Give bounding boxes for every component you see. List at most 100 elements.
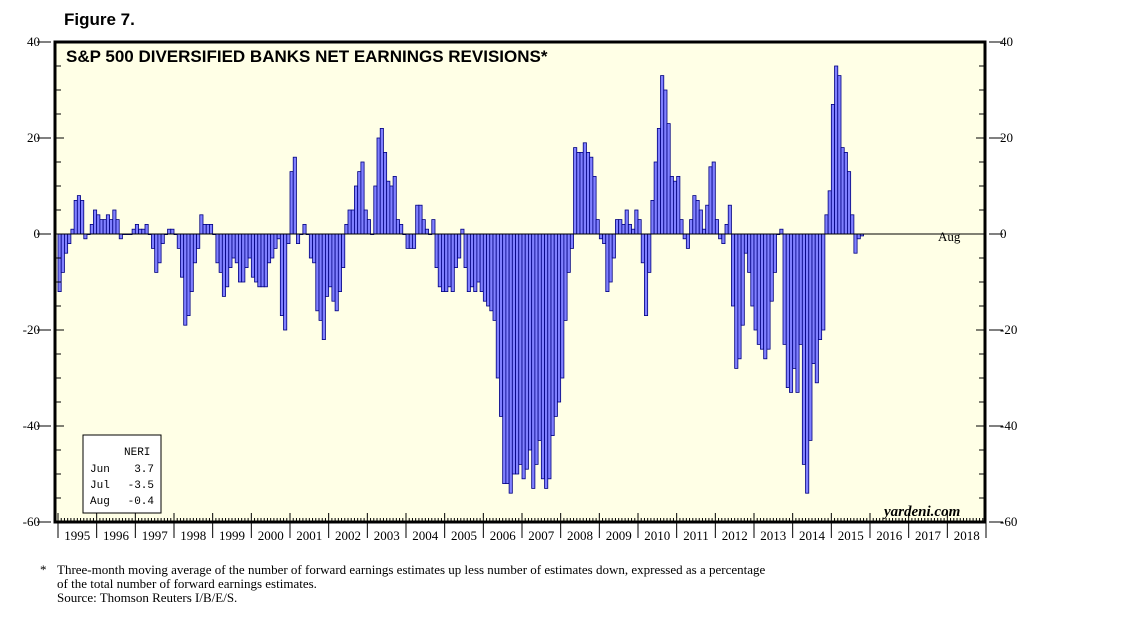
bar (772, 233, 777, 273)
bar (550, 233, 555, 437)
bar (779, 228, 784, 235)
bar (231, 233, 236, 259)
footnote-line-1: Three-month moving average of the number… (57, 562, 766, 577)
bar (492, 233, 497, 321)
bar (151, 233, 156, 249)
bar (421, 219, 426, 235)
bar (834, 65, 839, 235)
bar (60, 233, 65, 273)
bar (482, 233, 487, 302)
x-tick-label: 2002 (335, 528, 361, 543)
bar (856, 233, 861, 240)
bar (263, 233, 268, 288)
bar (283, 233, 288, 331)
bar (453, 233, 458, 268)
bar (434, 233, 439, 268)
bar (325, 233, 330, 297)
bar (760, 233, 765, 350)
bar (618, 219, 623, 235)
bar (624, 209, 629, 235)
bar (315, 233, 320, 312)
footnote-line-3: Source: Thomson Reuters I/B/E/S. (57, 590, 238, 605)
bar (698, 209, 703, 235)
bar (450, 233, 455, 292)
x-tick-label: 2006 (490, 528, 517, 543)
bar (160, 233, 165, 245)
bar (415, 204, 420, 235)
bar (279, 233, 284, 316)
bar (634, 209, 639, 235)
bar (515, 233, 520, 475)
bar (392, 175, 397, 235)
bar (183, 233, 188, 326)
bar (170, 228, 175, 235)
bar (837, 75, 842, 235)
bar (598, 233, 603, 240)
bar (215, 233, 220, 264)
bar (247, 233, 252, 259)
bar (408, 233, 413, 249)
bar (457, 233, 462, 259)
footnote-star: * (40, 562, 47, 577)
bar (93, 209, 98, 235)
bar (180, 233, 185, 278)
bar (763, 233, 768, 360)
bar (418, 204, 423, 235)
bar (734, 233, 739, 369)
bar (241, 233, 246, 283)
bar (818, 233, 823, 340)
bar (344, 223, 349, 235)
x-tick-label: 2001 (296, 528, 322, 543)
bars-group (57, 65, 864, 494)
y-tick-label-left: -40 (23, 418, 40, 433)
bar (341, 233, 346, 268)
bar (811, 233, 816, 365)
bar (308, 233, 313, 259)
x-tick-label: 2005 (451, 528, 477, 543)
y-tick-label-left: -60 (23, 514, 40, 529)
bar (473, 233, 478, 292)
bar (789, 233, 794, 393)
bar (221, 233, 226, 297)
x-tick-label: 2014 (799, 528, 826, 543)
legend-value-aug: -0.4 (128, 496, 155, 508)
x-tick-label: 2012 (722, 528, 748, 543)
bar (447, 233, 452, 288)
bar (592, 175, 597, 235)
bar (386, 180, 391, 235)
bar (695, 199, 700, 235)
bar (112, 209, 117, 235)
bar (64, 233, 69, 254)
bar (70, 228, 75, 235)
bar (511, 233, 516, 475)
bar (640, 233, 645, 264)
bar (808, 233, 813, 441)
bar (144, 223, 149, 235)
bar (850, 214, 855, 235)
footnote: * Three-month moving average of the numb… (40, 563, 940, 605)
bar (67, 233, 72, 245)
bar (557, 233, 562, 403)
legend-month-jul: Jul (90, 480, 110, 492)
bar (209, 223, 214, 235)
bar (115, 219, 120, 235)
bar (192, 233, 197, 264)
bar (96, 214, 101, 235)
bar (663, 89, 668, 235)
y-tick-label-left: 0 (34, 226, 41, 241)
legend: NERI Jun 3.7 Jul -3.5 Aug -0.4 (82, 434, 162, 514)
bar (830, 104, 835, 235)
bar (347, 209, 352, 235)
bar (769, 233, 774, 302)
bar (582, 142, 587, 235)
x-axis: 1995 1996 1997 1998 1999 2000 2001 2002 2003 2004… (57, 513, 987, 543)
legend-value-jun: 3.7 (134, 464, 154, 476)
bar (186, 233, 191, 316)
x-tick-label: 2011 (683, 528, 709, 543)
brand-label: yardeni.com (882, 504, 960, 520)
bar (682, 233, 687, 240)
bar (544, 233, 549, 489)
bar (560, 233, 565, 379)
bar (595, 219, 600, 235)
